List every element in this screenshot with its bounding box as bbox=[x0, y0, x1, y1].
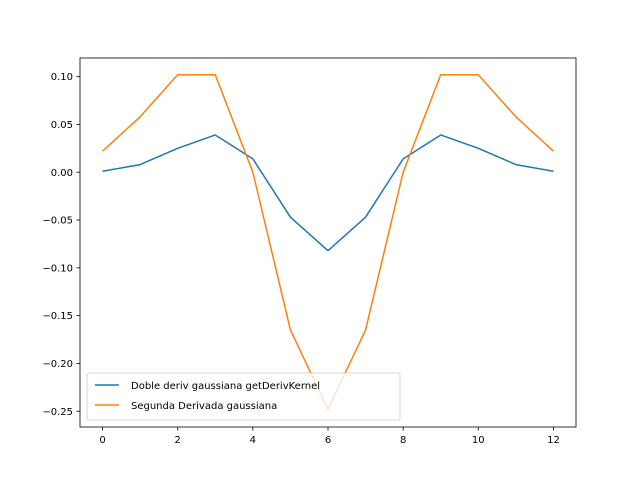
x-tick-label: 2 bbox=[175, 435, 181, 446]
x-tick-label: 10 bbox=[472, 435, 485, 446]
y-tick-label: 0.00 bbox=[51, 168, 73, 179]
x-axis: 0 2 4 6 8 10 12 bbox=[99, 427, 560, 446]
y-tick-label: −0.15 bbox=[42, 311, 73, 322]
legend-label-1: Doble deriv gaussiana getDerivKernel bbox=[131, 381, 320, 392]
y-tick-label: −0.05 bbox=[42, 216, 73, 227]
y-tick-label: 0.05 bbox=[51, 120, 73, 131]
legend-label-2: Segunda Derivada gaussiana bbox=[131, 401, 277, 412]
x-tick-label: 12 bbox=[547, 435, 560, 446]
legend-box bbox=[86, 372, 401, 421]
plot-area-background bbox=[80, 58, 576, 427]
y-tick-label: 0.10 bbox=[51, 72, 73, 83]
x-tick-label: 6 bbox=[325, 435, 331, 446]
x-tick-label: 4 bbox=[250, 435, 256, 446]
x-tick-label: 0 bbox=[99, 435, 105, 446]
series-line-1 bbox=[102, 134, 554, 252]
y-tick-label: −0.10 bbox=[42, 263, 73, 274]
y-tick-label: −0.25 bbox=[42, 407, 73, 418]
legend: Doble deriv gaussiana getDerivKernel Segu… bbox=[86, 372, 401, 421]
y-tick-label: −0.20 bbox=[42, 359, 73, 370]
y-axis: 0.10 0.05 0.00 −0.05 −0.10 −0.15 −0.20 −0.25 bbox=[42, 72, 80, 418]
x-tick-label: 8 bbox=[400, 435, 406, 446]
